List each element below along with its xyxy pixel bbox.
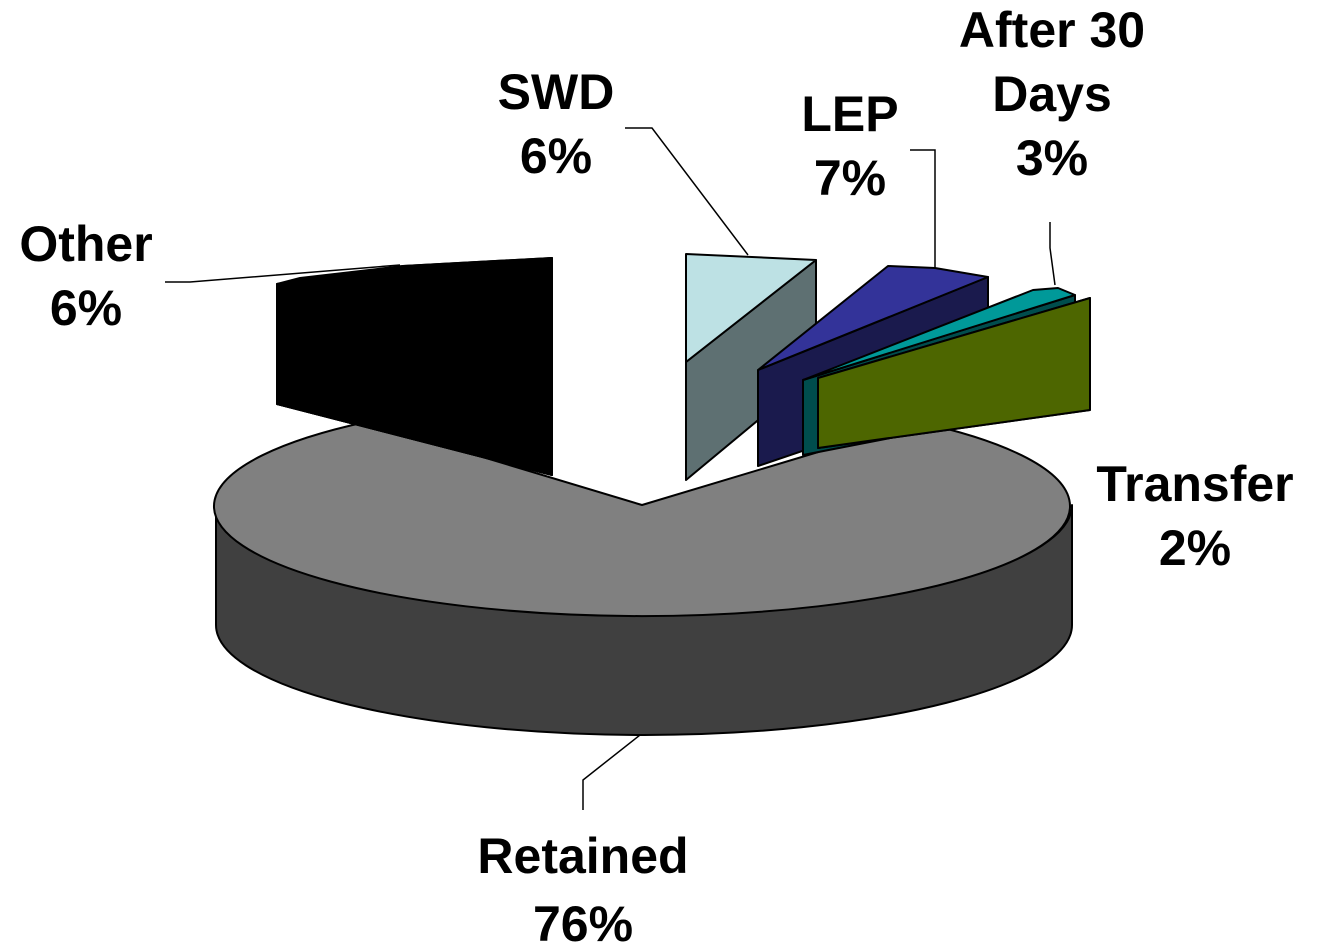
label-other: Other xyxy=(19,216,152,272)
pie-slices xyxy=(213,253,1091,736)
slice-after-30-days xyxy=(802,287,1076,381)
value-after-30-days: 3% xyxy=(1016,130,1088,186)
leader-lep xyxy=(910,149,936,268)
leader-other xyxy=(165,264,401,283)
slice-retained xyxy=(213,421,1071,618)
slice-labels: Retained 76% Other 6% SWD 6% LEP 7% After 30 Days… xyxy=(19,2,1293,952)
value-lep: 7% xyxy=(814,150,886,206)
leader-swd xyxy=(625,127,749,256)
slice-other-face xyxy=(276,257,553,476)
value-transfer: 2% xyxy=(1159,520,1231,576)
value-retained: 76% xyxy=(533,896,633,952)
value-swd: 6% xyxy=(520,128,592,184)
value-other: 6% xyxy=(50,280,122,336)
label-transfer: Transfer xyxy=(1096,456,1293,512)
label-after-30-days-line-2: Days xyxy=(992,66,1112,122)
label-retained: Retained xyxy=(477,828,688,884)
label-swd: SWD xyxy=(498,64,615,120)
label-after-30-days-line-1: After 30 xyxy=(959,2,1145,58)
label-lep: LEP xyxy=(801,86,898,142)
slice-transfer xyxy=(817,297,1091,449)
leader-retained xyxy=(582,734,641,810)
leader-lines xyxy=(165,127,1056,810)
slice-swd xyxy=(685,253,817,363)
leader-after-30-days xyxy=(1049,222,1056,286)
